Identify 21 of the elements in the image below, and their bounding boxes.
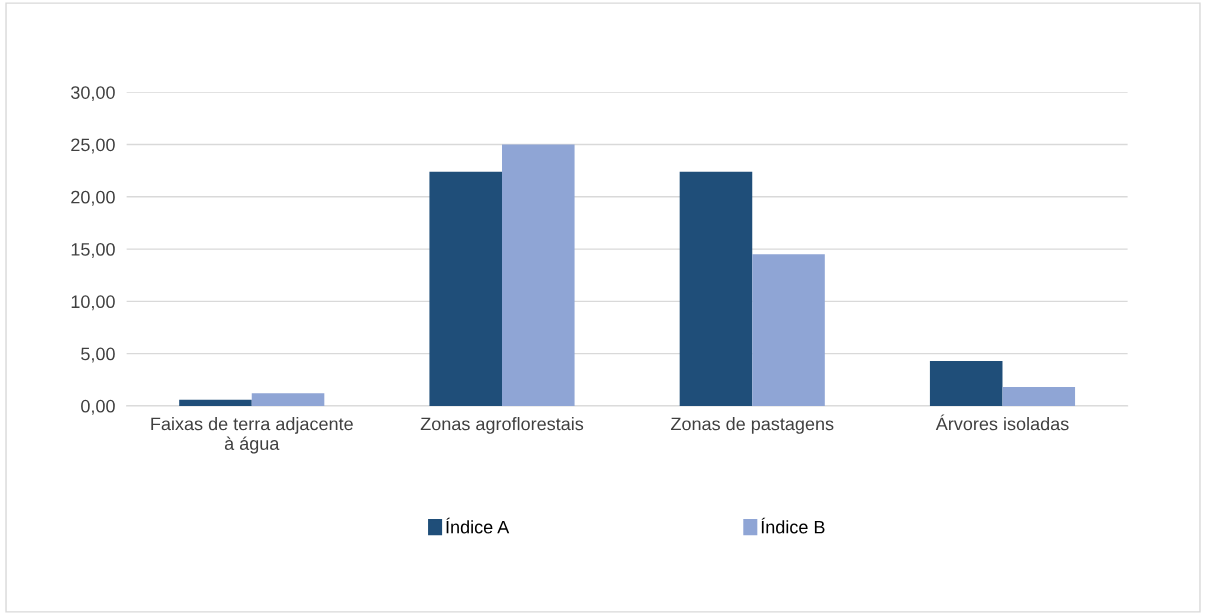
bar [1002,387,1076,406]
y-tick-label: 15,00 [71,243,115,258]
y-tick-label: 30,00 [71,86,115,102]
x-tick-label: Zonas de pastagens [671,417,834,434]
bar [502,144,575,406]
x-tick-label: Árvores isoladas [935,414,1069,431]
legend-label: Índice B [761,517,825,534]
bar [679,171,753,406]
bar [429,171,502,406]
x-tick-label: Zonas agroflorestais [420,417,584,434]
y-tick-label: 20,00 [71,190,115,206]
bar [251,393,325,406]
y-tick-label: 5,00 [81,347,115,363]
x-tick-label: Faixas de terra adjacente à água [151,417,353,454]
legend-label: Índice A [446,517,510,534]
y-tick-label: 10,00 [71,295,115,311]
y-tick-label: 25,00 [71,138,115,154]
bar [179,399,252,406]
bar [752,254,825,406]
bar [929,360,1003,406]
y-tick-label: 0,00 [81,399,115,415]
